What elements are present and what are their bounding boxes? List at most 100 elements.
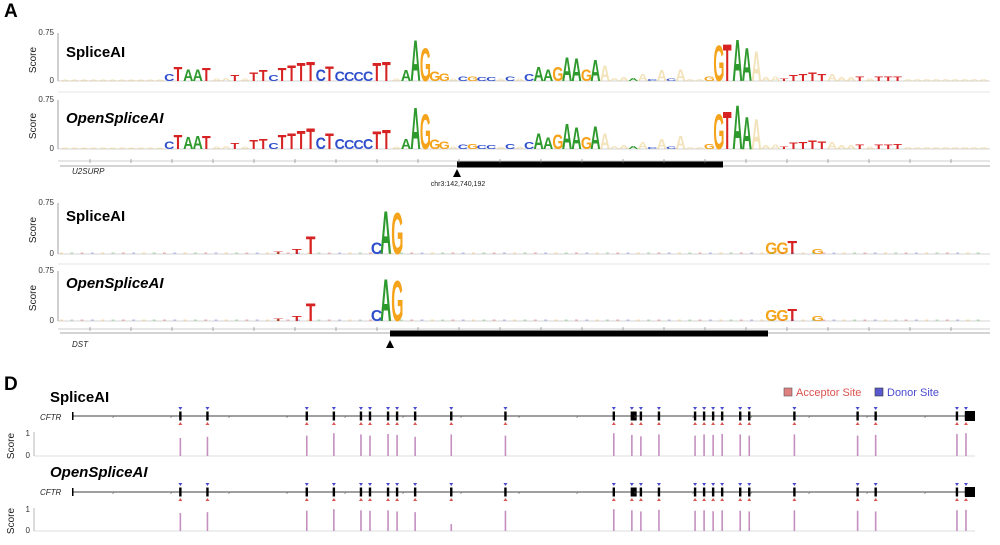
exon-block [390,330,768,337]
score-bar [305,510,308,531]
logo-letter: C [268,74,279,83]
logo-letter: C [354,138,364,152]
logo-letter: C [505,75,515,82]
score-bar [703,510,705,531]
background-letter [317,319,321,321]
logo-letter: A [770,75,780,82]
acceptor-marker-icon [503,498,508,501]
acceptor-marker-icon [358,422,363,425]
background-letter [801,319,805,321]
score-bar [874,511,877,531]
background-letter [296,252,300,254]
background-letter [832,319,836,321]
background-letter [863,319,867,321]
score-bar [206,436,209,456]
acceptor-marker-icon [178,422,183,425]
acceptor-marker-icon [855,422,860,425]
background-letter [101,252,105,254]
logo-letter: T [297,59,306,87]
background-letter [894,252,898,254]
background-letter [451,252,455,254]
background-letter [348,252,352,254]
logo-letter: G [391,269,403,333]
logo-letter: A [950,147,961,150]
background-letter [369,252,372,254]
background-letter [544,319,548,321]
donor-marker-icon [304,483,309,486]
gene-name: CFTR [40,413,62,422]
logo-letter: T [230,74,240,83]
donor-marker-icon [792,407,797,410]
background-letter [595,319,599,321]
logo-letter: A [846,144,857,150]
donor-marker-icon [386,407,391,410]
logo-letters: A A A A A A A A A A A C T A A T A A T A T T C T T T T C T C C C C T T A A A GG… [60,29,990,95]
strand-arrow-icon: › [286,415,288,421]
background-letter [389,252,393,254]
exon [693,411,697,421]
logo-letter: C [344,70,355,84]
acceptor-marker-icon [367,498,372,501]
logo-letter: T [174,62,183,85]
donor-marker-icon [747,483,752,486]
donor-marker-icon [629,407,634,410]
background-letter [770,252,774,254]
donor-marker-icon [702,407,707,410]
logo-letter: A [742,40,752,91]
exon [739,487,742,497]
score-bar [333,433,335,456]
logo-letter: A [60,148,71,150]
background-letter [791,319,795,321]
logo-letter: T [278,131,287,154]
logo-letter: T [780,146,790,150]
logo-letter: A [562,50,572,89]
background-letter [739,319,743,321]
logo-letter: T [174,131,183,154]
score-bar [712,434,714,456]
background-letter [430,252,434,254]
logo-letter: T [230,142,239,151]
logo-letter: G [812,247,824,255]
y-tick-zero: 0 [50,249,55,258]
acceptor-marker-icon [611,422,616,425]
score-bar [748,435,751,456]
donor-marker-icon [638,483,643,486]
logo-letter: T [278,64,287,85]
exon-markers: › › › › › › › › › › › › › › › [72,407,975,425]
score-bar [387,433,389,456]
acceptor-marker-icon [720,422,725,425]
score-bar [414,436,416,456]
logo-letter: G [581,67,592,85]
donor-marker-icon [205,407,210,410]
background-letter [533,319,537,321]
background-letter [523,252,527,254]
background-letter [842,319,846,321]
background-letter [152,252,156,254]
exon [702,411,706,421]
logo-letter: A [98,80,109,82]
background-letter [894,319,898,321]
y-axis-label: Score [28,47,39,74]
logo-letter: A [865,78,876,82]
logo-letter: T [287,61,296,86]
exon [711,487,715,497]
logo-letter: A [448,146,459,150]
logo-letter: T [788,305,798,325]
logo-letter: G [765,240,777,258]
exon [639,411,643,421]
acceptor-marker-icon [702,498,707,501]
logo-letter: A [609,145,620,150]
background-letter [811,319,815,321]
score-bar [396,434,398,456]
background-letter [729,252,733,254]
acceptor-marker-icon [656,422,661,425]
logo-letter: G [439,138,450,151]
score-bar [694,435,696,456]
exon [179,411,182,421]
background-letter [245,252,249,254]
exon [359,411,363,421]
logo-letter: A [732,29,742,95]
logo-letter: A [448,78,459,82]
acceptor-marker-icon [720,498,725,501]
